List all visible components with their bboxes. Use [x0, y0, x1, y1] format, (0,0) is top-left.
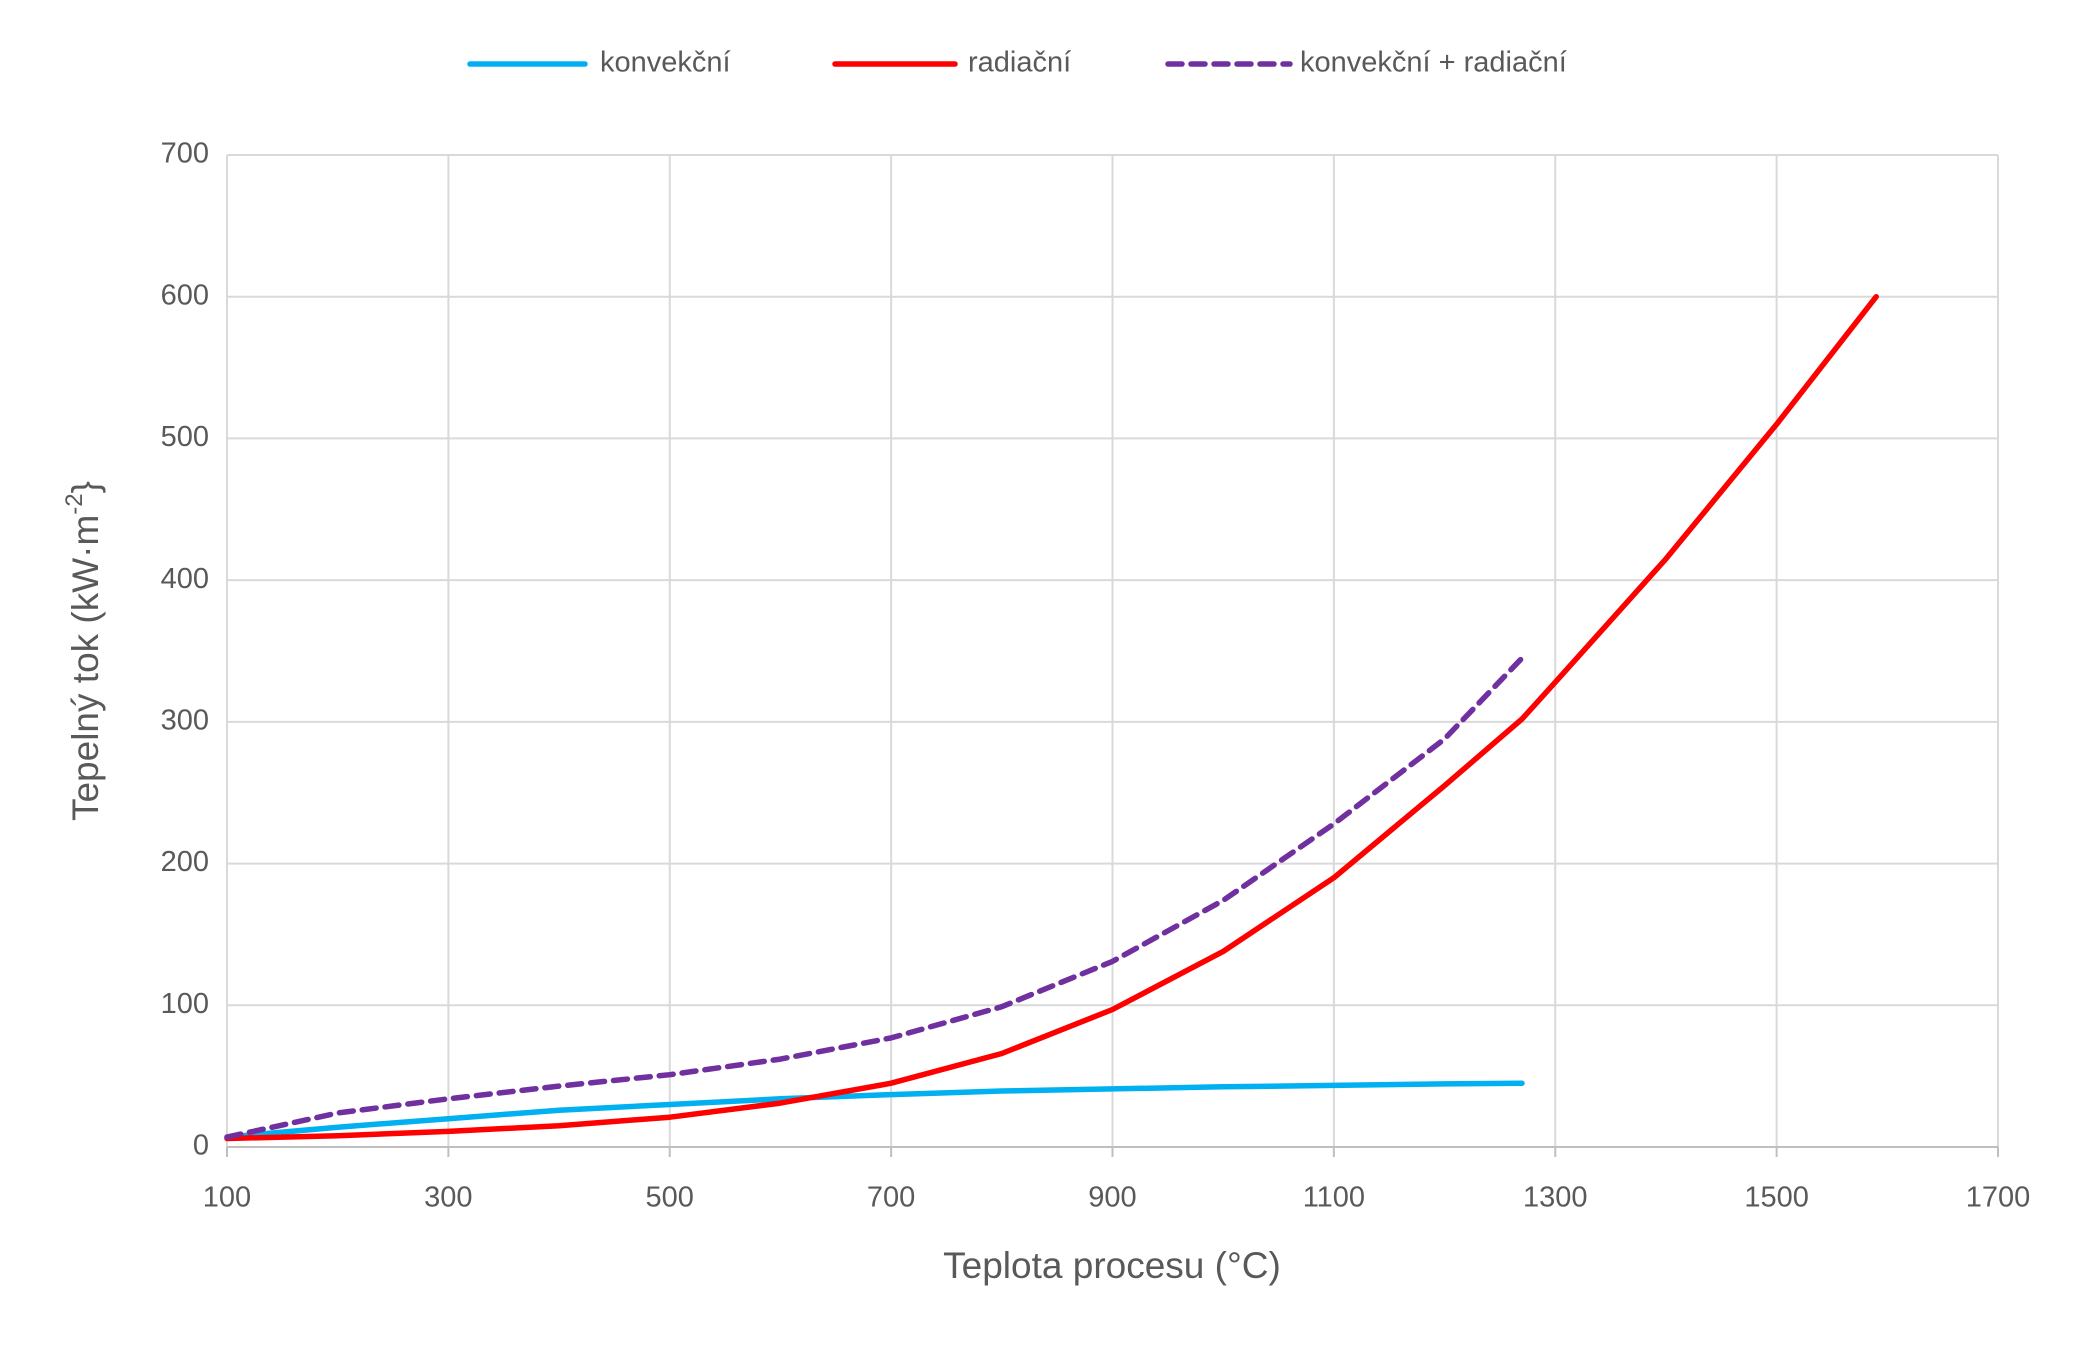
- x-tick-label: 100: [203, 1182, 251, 1214]
- y-tick-label: 500: [161, 421, 209, 453]
- x-tick-label: 1300: [1523, 1182, 1588, 1214]
- x-tick-label: 1100: [1303, 1182, 1365, 1214]
- x-tick-label: 1500: [1744, 1182, 1809, 1214]
- series-line: [224, 1080, 1525, 1140]
- series-line: [224, 655, 1525, 1140]
- legend-label: radiační: [968, 47, 1071, 79]
- legend-label: konvekční: [600, 47, 731, 79]
- y-tick-label: 300: [161, 705, 209, 737]
- y-axis-title-text: Tepelný tok (kW·m: [65, 515, 106, 821]
- series-line: [224, 293, 1879, 1142]
- x-tick-label: 900: [1088, 1182, 1136, 1214]
- y-axis-title: Tepelný tok (kW·m-2}: [61, 481, 105, 821]
- y-tick-label: 200: [161, 846, 209, 878]
- y-tick-label: 400: [161, 563, 209, 595]
- x-tick-label: 500: [646, 1182, 694, 1214]
- y-axis-title-sup: -2: [61, 493, 88, 514]
- x-tick-label: 700: [867, 1182, 915, 1214]
- y-tick-label: 700: [161, 138, 209, 170]
- x-tick-label: 300: [424, 1182, 472, 1214]
- x-axis-title: Teplota procesu (°C): [943, 1245, 1281, 1286]
- x-tick-label: 1700: [1966, 1182, 2031, 1214]
- y-axis-title-suffix: }: [65, 481, 106, 493]
- y-tick-label: 600: [161, 279, 209, 311]
- y-tick-label: 100: [161, 988, 209, 1020]
- y-tick-label: 0: [193, 1130, 209, 1162]
- legend-label: konvekční + radiační: [1300, 47, 1567, 79]
